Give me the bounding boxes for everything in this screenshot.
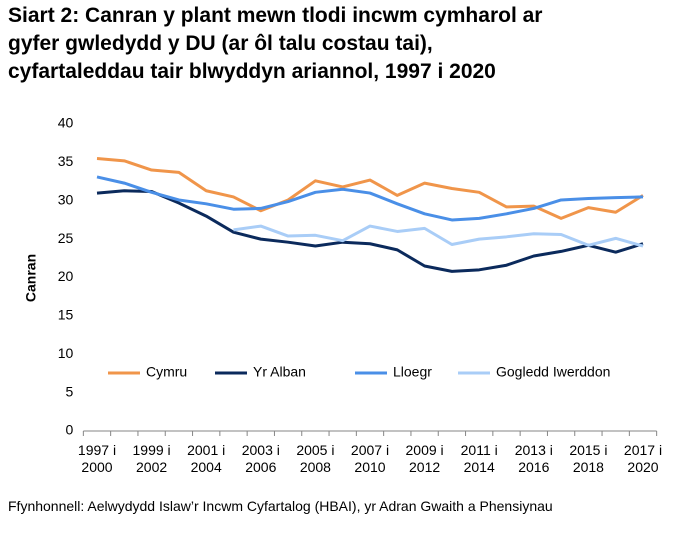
series-line: [233, 224, 644, 248]
series-line: [96, 189, 644, 273]
series-line: [96, 157, 644, 220]
y-axis-label: Canran: [23, 254, 39, 302]
y-tick-label: 30: [58, 191, 74, 207]
y-tick-label: 40: [58, 115, 74, 131]
legend-label: Yr Alban: [253, 364, 306, 380]
y-tick-label: 35: [58, 153, 74, 169]
y-tick-label: 25: [58, 230, 74, 246]
chart-title: Siart 2: Canran y plant mewn tlodi incwm…: [8, 4, 543, 27]
y-tick-label: 20: [58, 268, 74, 284]
x-tick-label: 2005 i 2008: [296, 442, 335, 475]
y-tick-label: 10: [58, 345, 74, 361]
chart-title: gyfer gwledydd y DU (ar ôl talu costau t…: [8, 32, 433, 55]
x-tick-label: 1997 i 2000: [77, 442, 117, 475]
x-tick-label: 2013 i 2016: [514, 442, 553, 475]
x-tick-label: 2009 i 2012: [405, 442, 444, 475]
source-note: Ffynhonnell: Aelwydydd Islaw’r Incwm Cyf…: [8, 498, 553, 514]
y-tick-label: 5: [66, 383, 74, 399]
x-tick-label: 2003 i 2006: [241, 442, 280, 475]
legend-label: Lloegr: [393, 364, 432, 380]
x-tick-label: 2001 i 2004: [187, 442, 226, 475]
x-tick-label: 1999 i 2002: [132, 442, 171, 475]
legend-label: Cymru: [146, 364, 187, 380]
x-tick-label: 2017 i 2020: [623, 442, 663, 475]
legend-label: Gogledd Iwerddon: [496, 364, 610, 380]
x-tick-label: 2007 i 2010: [350, 442, 390, 475]
y-tick-label: 15: [58, 307, 74, 323]
chart-title: cyfartaleddau tair blwyddyn ariannol, 19…: [8, 60, 496, 83]
x-tick-label: 2011 i 2014: [460, 442, 498, 475]
x-tick-label: 2015 i 2018: [569, 442, 608, 475]
y-tick-label: 0: [66, 422, 74, 438]
series-line: [96, 175, 644, 222]
